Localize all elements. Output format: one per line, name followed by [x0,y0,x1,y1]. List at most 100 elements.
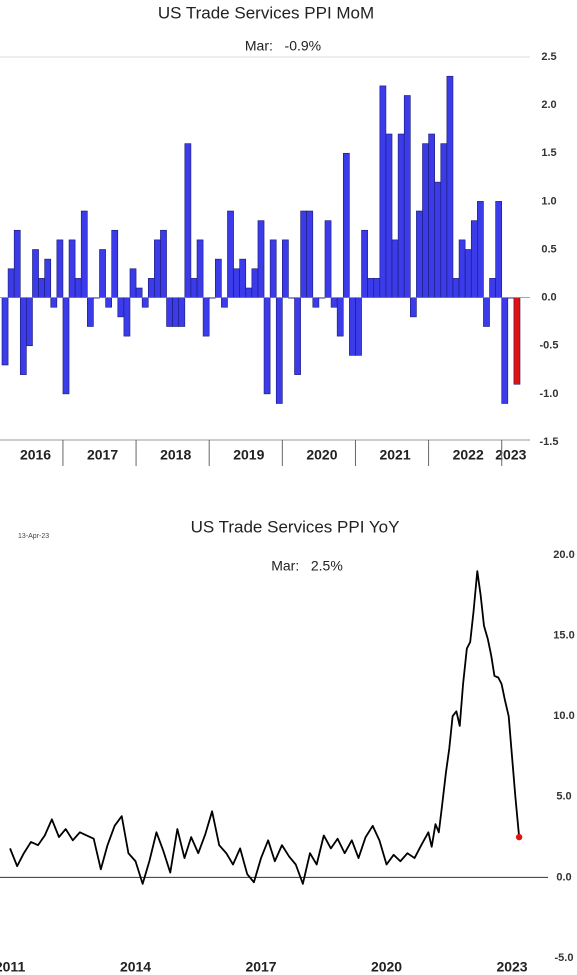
y-tick-label: 1.0 [541,195,556,207]
bar [422,143,429,298]
y-tick-label: -5.0 [555,952,574,964]
bar [166,297,173,327]
bar [330,297,338,308]
x-tick-label: 2023 [495,447,526,463]
bar [172,297,180,327]
bar [397,133,405,298]
x-tick-label: 2017 [245,959,276,975]
y-tick-label: 10.0 [553,710,574,722]
bar [275,297,283,404]
y-tick-label: 0.0 [556,871,571,883]
x-tick-label: 2022 [453,447,484,463]
bar [410,297,417,318]
bar [306,210,314,298]
bar [458,239,466,298]
y-tick-label: -0.5 [540,340,559,352]
bar [294,297,301,375]
bar [452,278,460,298]
bar [19,297,27,375]
bar [221,297,228,308]
bar [26,297,33,347]
y-tick-label: 2.5 [541,51,556,63]
x-tick-label: 2018 [160,447,191,463]
bar [269,239,277,298]
bar [233,268,240,298]
bar [184,143,192,298]
date-stamp: 13-Apr-23 [18,533,49,540]
bar [428,133,435,298]
bar [324,220,332,298]
y-tick-label: -1.5 [540,436,559,448]
bar [80,210,88,298]
chart-title: US Trade Services PPI MoM [158,3,374,22]
bar [44,258,52,298]
bar [470,220,478,298]
bar [245,287,253,298]
x-tick-label: 2021 [379,447,410,463]
annotation: Mar: 2.5% [271,558,343,574]
bar [190,278,198,298]
bar [160,229,167,298]
bar [361,229,368,298]
bar [379,85,387,298]
bar [135,287,143,298]
bar [403,95,411,298]
bar [62,297,70,395]
bar [501,297,509,404]
bar [239,258,247,298]
x-tick-label: 2016 [20,447,51,463]
x-tick-label: 2014 [120,959,151,975]
x-tick-label: 2023 [496,959,527,975]
y-tick-label: 20.0 [553,549,574,561]
bar [251,268,259,298]
x-tick-label: 2011 [0,959,25,975]
bar [7,268,15,298]
annotation: Mar: -0.9% [245,38,321,54]
bar [147,278,155,298]
bar [446,75,454,298]
bar [123,297,131,337]
bar [391,239,399,298]
bar [111,229,119,298]
bar [349,297,356,356]
bar [373,278,381,298]
bar [1,297,9,366]
bar [336,297,344,337]
bar [178,297,186,327]
bar [56,239,64,298]
bar [367,278,375,298]
chart-title: US Trade Services PPI YoY [191,517,400,536]
bar [74,278,82,298]
bar [32,249,39,298]
y-tick-label: 1.5 [541,147,556,159]
bar [257,220,265,298]
y-tick-label: 5.0 [556,791,571,803]
bar [141,297,149,308]
bar [227,210,234,298]
bar [202,297,210,337]
x-tick-label: 2019 [233,447,264,463]
bar [99,249,106,298]
bar [342,152,350,298]
bar [434,181,442,298]
bar [489,278,496,298]
bar [117,297,125,318]
y-tick-label: 0.0 [541,292,556,304]
bar [355,297,362,356]
bar [440,143,448,298]
bar [385,133,393,298]
bar [154,239,161,298]
x-tick-label: 2017 [87,447,118,463]
bar [196,239,204,298]
bar [263,297,271,395]
bar [464,249,472,298]
bar [87,297,94,327]
bar [416,210,423,298]
bar [282,239,289,298]
x-tick-label: 2020 [371,959,402,975]
bar [477,201,484,298]
y-tick-label: 2.0 [541,99,556,111]
